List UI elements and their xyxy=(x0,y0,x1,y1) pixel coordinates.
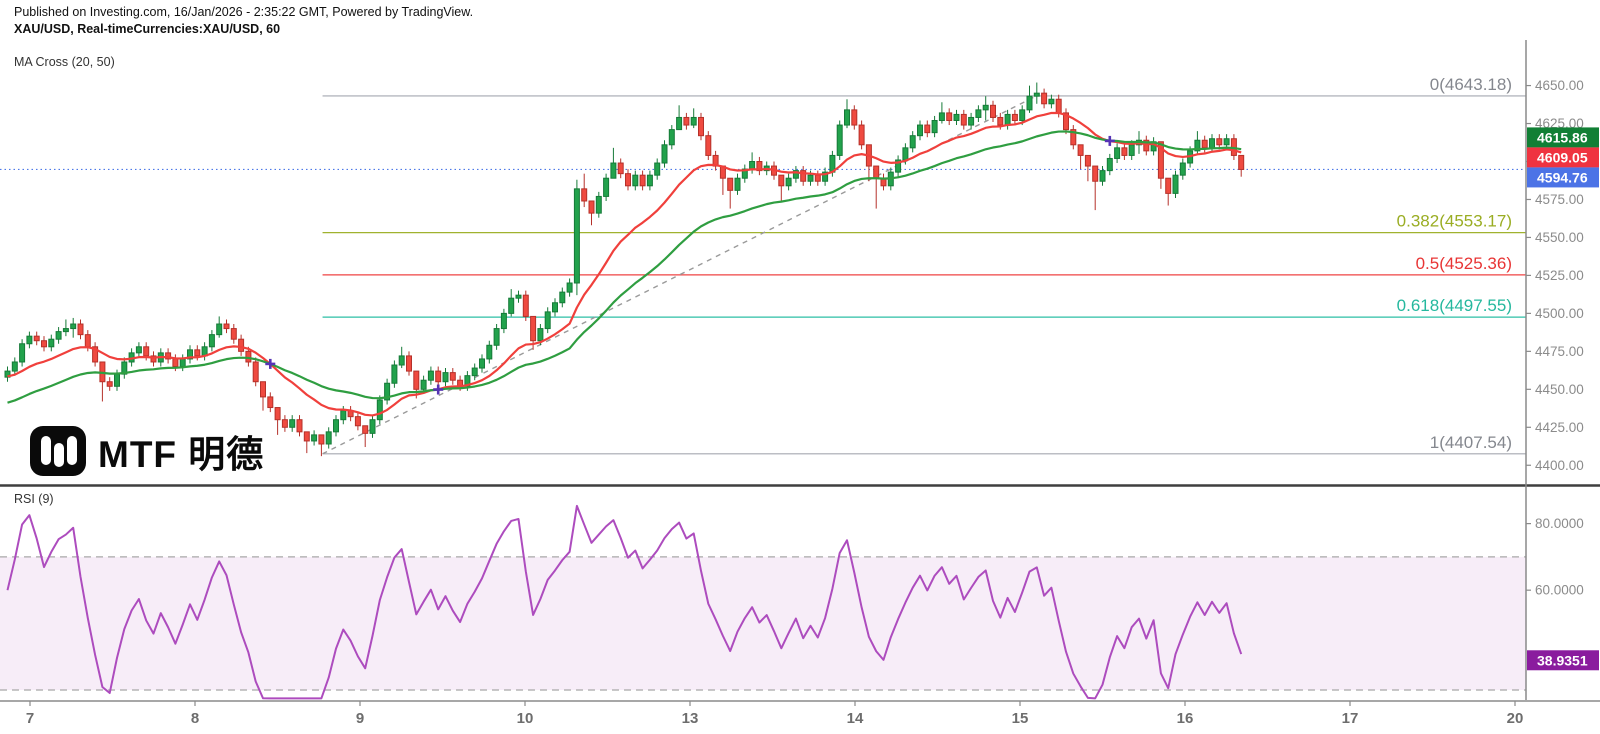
svg-text:4450.00: 4450.00 xyxy=(1535,382,1584,397)
mtf-watermark-text: MTF 明德 xyxy=(98,434,265,475)
svg-text:14: 14 xyxy=(847,710,864,727)
svg-text:0(4643.18): 0(4643.18) xyxy=(1430,75,1512,94)
svg-text:0.5(4525.36): 0.5(4525.36) xyxy=(1416,254,1512,273)
svg-text:4594.76: 4594.76 xyxy=(1537,169,1588,185)
svg-text:10: 10 xyxy=(517,710,534,727)
price-badge xyxy=(1527,147,1599,168)
svg-text:4615.86: 4615.86 xyxy=(1537,129,1588,145)
mtf-watermark: MTF 明德 xyxy=(30,424,264,478)
svg-text:4475.00: 4475.00 xyxy=(1535,344,1584,359)
rsi-panel xyxy=(0,504,1526,700)
trendline xyxy=(322,95,1037,455)
svg-text:9: 9 xyxy=(356,710,364,727)
price-badge xyxy=(1527,127,1599,148)
svg-text:4425.00: 4425.00 xyxy=(1535,420,1584,435)
svg-text:4609.05: 4609.05 xyxy=(1537,149,1588,165)
price-badge xyxy=(1527,167,1599,188)
svg-text:38.9351: 38.9351 xyxy=(1537,652,1588,668)
time-axis[interactable]: 7 8 9 10 13 14 15 16 17 20 xyxy=(26,701,1524,727)
svg-text:15: 15 xyxy=(1012,710,1029,727)
svg-text:13: 13 xyxy=(682,710,699,727)
ma-line-20 xyxy=(7,111,1242,417)
ma-line-50 xyxy=(7,130,1242,404)
published-note: Published on Investing.com, 16/Jan/2026 … xyxy=(14,5,474,19)
rsi-badge xyxy=(1527,650,1599,671)
fib-retracement: 0(4643.18) 0.382(4553.17) 0.5(4525.36) 0.61… xyxy=(322,75,1526,455)
svg-text:4500.00: 4500.00 xyxy=(1535,306,1584,321)
svg-text:4525.00: 4525.00 xyxy=(1535,268,1584,283)
svg-text:4550.00: 4550.00 xyxy=(1535,230,1584,245)
rsi-indicator-label[interactable]: RSI (9) xyxy=(14,492,54,506)
svg-text:7: 7 xyxy=(26,710,34,727)
svg-text:8: 8 xyxy=(191,710,199,727)
svg-text:1(4407.54): 1(4407.54) xyxy=(1430,433,1512,452)
svg-text:17: 17 xyxy=(1342,710,1359,727)
svg-text:80.0000: 80.0000 xyxy=(1535,516,1584,531)
rsi-line xyxy=(6,504,1243,700)
svg-text:4400.00: 4400.00 xyxy=(1535,458,1584,473)
svg-text:0.618(4497.55): 0.618(4497.55) xyxy=(1397,296,1512,315)
candles xyxy=(4,82,1245,457)
svg-text:0.382(4553.17): 0.382(4553.17) xyxy=(1397,212,1512,231)
svg-text:4575.00: 4575.00 xyxy=(1535,192,1584,207)
svg-text:4625.00: 4625.00 xyxy=(1535,116,1584,131)
price-badges: 4615.86 4609.05 4594.76 38.9351 xyxy=(1527,127,1599,671)
svg-text:20: 20 xyxy=(1507,710,1524,727)
mtf-logo-icon xyxy=(30,426,86,476)
symbol-title: XAU/USD, Real-timeCurrencies:XAU/USD, 60 xyxy=(14,22,281,36)
ma-cross-indicator-label[interactable]: MA Cross (20, 50) xyxy=(14,55,115,69)
ma-cross-markers xyxy=(265,135,1115,395)
svg-text:16: 16 xyxy=(1177,710,1194,727)
svg-text:60.0000: 60.0000 xyxy=(1535,583,1584,598)
svg-text:4650.00: 4650.00 xyxy=(1535,78,1584,93)
